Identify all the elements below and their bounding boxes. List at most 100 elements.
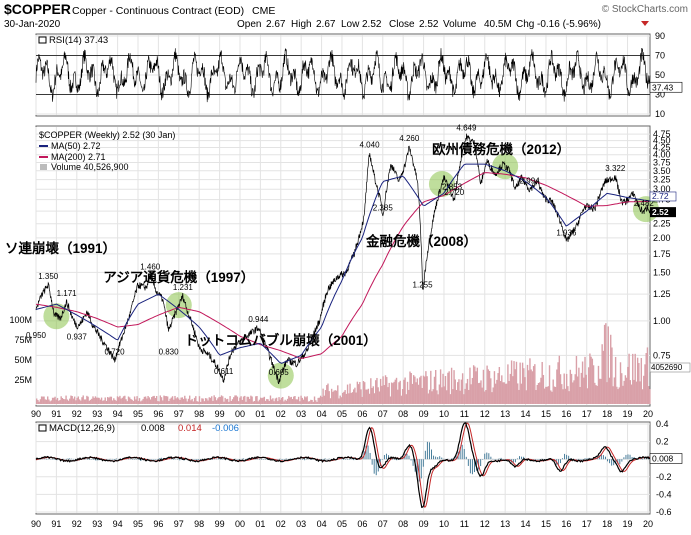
macd-histogram-bar <box>263 459 265 460</box>
volume-bar <box>89 399 92 404</box>
volume-bar <box>623 380 625 404</box>
price-x-tick-label: 90 <box>31 409 41 419</box>
volume-bar <box>444 376 447 404</box>
volume-bar <box>44 399 46 404</box>
volume-bar <box>496 379 498 404</box>
volume-bar <box>584 356 586 404</box>
volume-bar <box>568 391 570 404</box>
macd-histogram-bar <box>437 457 439 460</box>
macd-x-tick-label: 93 <box>92 519 102 529</box>
price-x-tick-label: 96 <box>153 409 163 419</box>
volume-current-box <box>649 362 691 373</box>
volume-bar <box>487 369 490 404</box>
volume-bar <box>617 389 619 404</box>
volume-bar <box>446 390 448 404</box>
volume-bar <box>135 399 137 404</box>
volume-bar <box>627 366 629 404</box>
macd-histogram-bar <box>302 459 304 460</box>
price-x-tick-label: 07 <box>378 409 388 419</box>
volume-bar <box>359 382 361 404</box>
macd-histogram-bar <box>246 458 248 460</box>
macd-label-value: 0.008 <box>141 423 165 434</box>
price-point-label: 1.936 <box>556 229 577 238</box>
volume-bar <box>38 401 40 404</box>
macd-histogram-bar <box>62 458 64 460</box>
macd-histogram-bar <box>428 442 430 460</box>
price-x-tick-label: 98 <box>194 409 204 419</box>
macd-histogram-bar <box>426 441 428 460</box>
macd-histogram-bar <box>240 458 242 460</box>
macd-histogram-bar <box>242 458 244 460</box>
macd-histogram-bar <box>541 458 543 460</box>
macd-line <box>35 422 651 509</box>
price-current-label: 2.52 <box>652 207 669 217</box>
volume-bar <box>317 397 319 404</box>
volume-bar <box>290 396 292 404</box>
macd-x-tick-label: 02 <box>276 519 286 529</box>
macd-histogram-bar <box>408 455 410 460</box>
volume-bar <box>99 399 102 404</box>
volume-bar <box>192 401 195 404</box>
volume-bar <box>105 400 108 404</box>
volume-bar <box>273 401 275 404</box>
macd-histogram-bar <box>199 458 201 460</box>
volume-bar <box>632 353 634 404</box>
volume-bar <box>559 374 562 404</box>
volume-bar <box>116 396 119 404</box>
volume-bar <box>399 380 401 404</box>
volume-bar <box>450 367 453 404</box>
volume-bar <box>252 401 255 404</box>
macd-histogram-bar <box>623 457 625 460</box>
volume-bar <box>244 395 246 404</box>
macd-x-tick-label: 01 <box>255 519 265 529</box>
volume-bar <box>257 401 259 404</box>
macd-x-tick-label: 15 <box>541 519 551 529</box>
macd-tick-label: -0.2 <box>656 472 672 482</box>
volume-bar <box>251 396 253 404</box>
volume-bar <box>162 400 164 404</box>
volume-bar <box>350 392 352 404</box>
macd-histogram-bar <box>613 459 615 466</box>
volume-bar <box>395 377 398 404</box>
volume-bar <box>39 399 42 404</box>
volume-bar <box>505 383 508 404</box>
volume-bar <box>120 398 122 404</box>
volume-bar <box>613 377 616 404</box>
macd-histogram-bar <box>44 458 46 460</box>
volume-bar <box>580 372 583 404</box>
macd-histogram-bar <box>455 454 457 460</box>
volume-bar <box>521 362 524 404</box>
close-value: 2.52 <box>419 19 439 30</box>
volume-bar <box>518 389 520 404</box>
macd-histogram-bar <box>56 459 58 461</box>
macd-histogram-bar <box>226 459 228 460</box>
price-point-label: 1.350 <box>38 272 59 281</box>
ma50-current-label: 2.72 <box>652 191 669 201</box>
volume-bar <box>382 376 384 404</box>
volume-bar <box>606 382 608 404</box>
macd-x-tick-label: 08 <box>398 519 408 529</box>
macd-histogram-bar <box>516 458 518 460</box>
volume-bar <box>354 387 356 404</box>
price-tick-label: 0.75 <box>653 350 671 360</box>
price-point-label: 3.322 <box>605 164 626 173</box>
macd-histogram-bar <box>494 459 496 460</box>
price-tick-label: 1.50 <box>653 267 671 277</box>
volume-bar <box>319 395 322 404</box>
volume-bar <box>218 396 220 404</box>
volume-bar <box>646 347 649 404</box>
volume-bar <box>169 398 171 404</box>
volume-bar <box>452 389 454 404</box>
volume-bar <box>472 365 475 404</box>
macd-histogram-bar <box>236 459 238 460</box>
volume-bar <box>332 391 334 404</box>
macd-histogram-bar <box>521 456 523 460</box>
volume-bar <box>60 396 62 404</box>
price-x-tick-label: 09 <box>419 409 429 419</box>
macd-histogram-bar <box>300 459 302 460</box>
volume-bar <box>480 380 482 404</box>
volume-bar <box>368 393 371 404</box>
volume-bar <box>280 397 283 404</box>
volume-bar <box>94 396 97 404</box>
volume-bar <box>122 396 125 404</box>
